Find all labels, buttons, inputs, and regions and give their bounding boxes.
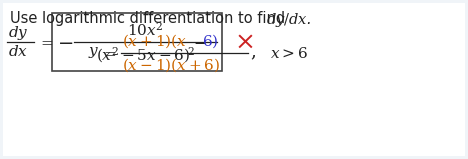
Text: $dx$: $dx$ [8, 44, 28, 59]
Text: $dy$: $dy$ [8, 24, 29, 42]
Text: $y$: $y$ [88, 45, 99, 61]
Text: $-$: $-$ [57, 32, 73, 52]
Text: $x > 6$: $x > 6$ [270, 45, 308, 61]
Text: $6)$: $6)$ [202, 32, 219, 50]
FancyBboxPatch shape [3, 3, 465, 156]
Text: $\times$: $\times$ [234, 30, 254, 54]
Text: $(x + 1)(x$: $(x + 1)(x$ [122, 32, 187, 50]
Text: $=$: $=$ [101, 45, 117, 61]
FancyBboxPatch shape [52, 13, 222, 71]
Text: $dy/dx$.: $dy/dx$. [266, 11, 311, 29]
Text: Use logarithmic differentiation to find: Use logarithmic differentiation to find [10, 11, 290, 26]
Text: $=$: $=$ [38, 35, 54, 49]
Text: $-$: $-$ [193, 34, 206, 48]
Text: $,$: $,$ [250, 44, 256, 62]
Text: $\left(x^2-5x-6\right)^{\!2}$: $\left(x^2-5x-6\right)^{\!2}$ [95, 45, 195, 65]
Text: $(x - 1)(x + 6)$: $(x - 1)(x + 6)$ [122, 56, 220, 74]
Text: $10x^2$: $10x^2$ [127, 21, 164, 39]
